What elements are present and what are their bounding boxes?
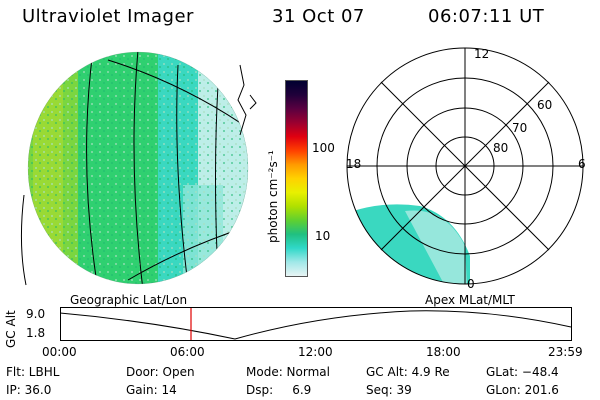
status-glat: GLat: −48.4 <box>486 365 559 379</box>
polar-label-0: 0 <box>467 277 475 291</box>
colorbar-tick-label-low: 10 <box>315 229 331 243</box>
polar-plot <box>346 47 584 285</box>
timeline-axis-label: GC Alt <box>4 310 18 348</box>
timeline-ytick-low: 1.8 <box>26 326 46 340</box>
xtick-2359: 23:59 <box>548 345 583 359</box>
timeline-left-label: Geographic Lat/Lon <box>70 293 188 307</box>
status-door: Door: Open <box>126 365 195 379</box>
colorbar-units-label: photon cm⁻²s⁻¹ <box>266 150 280 243</box>
polar-label-70: 70 <box>512 121 528 135</box>
time-label: 06:07:11 UT <box>428 6 545 27</box>
status-dsp: Dsp: 6.9 <box>246 383 312 397</box>
status-gain: Gain: 14 <box>126 383 177 397</box>
polar-label-80: 80 <box>493 141 509 155</box>
status-mode: Mode: Normal <box>246 365 330 379</box>
polar-label-12: 12 <box>474 47 490 61</box>
timeline-ytick-high: 9.0 <box>26 307 46 321</box>
colorbar <box>285 80 308 277</box>
instrument-title: Ultraviolet Imager <box>22 6 194 27</box>
timeline-right-label: Apex MLat/MLT <box>425 293 515 307</box>
xtick-1200: 12:00 <box>298 345 333 359</box>
polar-label-18: 18 <box>346 157 362 171</box>
status-seq: Seq: 39 <box>366 383 412 397</box>
status-gc-alt: GC Alt: 4.9 Re <box>366 365 450 379</box>
status-filter: Flt: LBHL <box>6 365 60 379</box>
polar-label-60: 60 <box>537 98 553 112</box>
earth-globe-image <box>20 51 257 286</box>
xtick-0000: 00:00 <box>42 345 77 359</box>
colorbar-tick-label-high: 100 <box>312 141 335 155</box>
status-glon: GLon: 201.6 <box>486 383 559 397</box>
status-ip: IP: 36.0 <box>6 383 52 397</box>
polar-label-6: 6 <box>578 157 586 171</box>
xtick-1800: 18:00 <box>426 345 461 359</box>
date-label: 31 Oct 07 <box>272 6 365 27</box>
altitude-timeline <box>60 307 572 341</box>
xtick-0600: 06:00 <box>170 345 205 359</box>
